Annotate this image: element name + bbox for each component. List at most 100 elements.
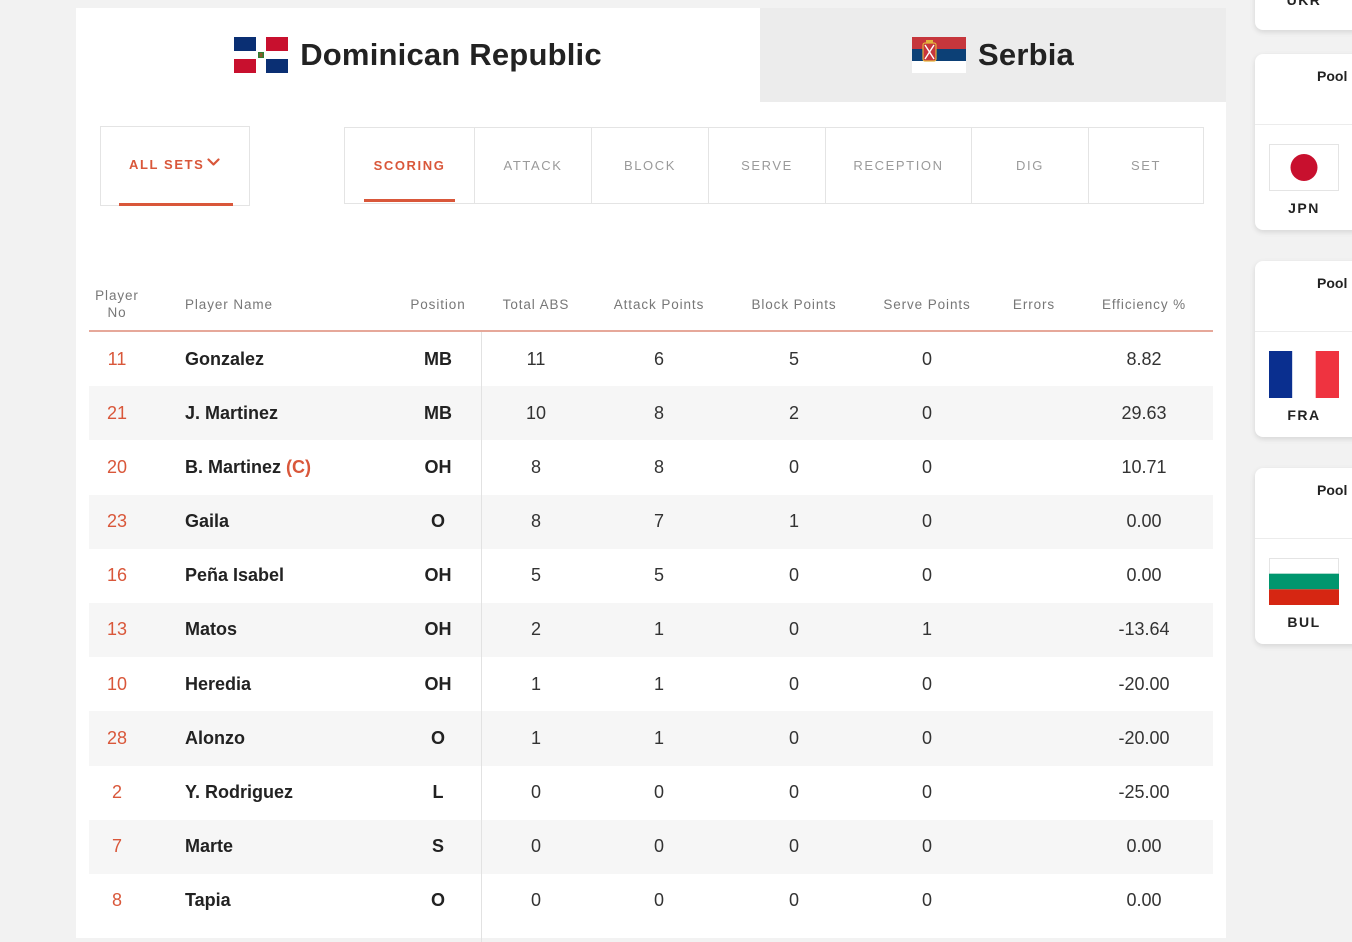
player-name-text: Marte (185, 836, 234, 857)
col-efficiency[interactable]: Efficiency % (1101, 296, 1187, 312)
col-total-abs[interactable]: Total ABS (502, 296, 570, 312)
player-no: 8 (111, 890, 122, 911)
serve-points-value: 0 (921, 565, 932, 586)
tab-scoring[interactable]: SCORING (345, 128, 475, 203)
errors-value (997, 549, 1071, 603)
col-player-no[interactable]: Player No (95, 288, 139, 320)
team-tab-serbia[interactable]: Serbia (760, 8, 1226, 102)
attack-points-value: 1 (653, 727, 664, 748)
player-name[interactable]: Y. Rodriguez (185, 766, 445, 820)
sets-filter-label: ALL SETS (129, 157, 205, 172)
tab-set[interactable]: SET (1130, 158, 1162, 173)
player-name[interactable]: Alonzo (185, 711, 445, 765)
player-no: 20 (106, 456, 128, 477)
table-row[interactable]: 23 Gaila O 8 7 1 0 0.00 (89, 494, 1213, 549)
table-row[interactable]: 16 Peña Isabel OH 5 5 0 0 0.00 (89, 549, 1213, 603)
errors-value (997, 332, 1071, 386)
team-code: BUL (1287, 614, 1321, 630)
player-no: 13 (106, 619, 128, 640)
serve-points-value: 0 (921, 511, 932, 532)
sets-filter-dropdown[interactable]: ALL SETS (100, 126, 250, 206)
block-points-value: 0 (788, 890, 799, 911)
team-tabs: Dominican Republic Serbia (76, 8, 1226, 102)
errors-value (997, 603, 1071, 657)
player-stats-table: 11 Gonzalez MB 11 6 5 0 8.82 21 J. Marti… (89, 332, 1213, 928)
serve-points-value: 0 (921, 348, 932, 369)
table-row[interactable]: 7 Marte S 0 0 0 0 0.00 (89, 819, 1213, 874)
col-block-points[interactable]: Block Points (751, 296, 837, 312)
table-row[interactable]: 8 Tapia O 0 0 0 0 0.00 (89, 874, 1213, 928)
serve-points-value: 0 (921, 402, 932, 423)
sticky-column-divider (481, 332, 482, 942)
player-position: O (430, 890, 445, 911)
side-match-card[interactable]: Pool JPN (1255, 54, 1352, 230)
player-name-text: Tapia (185, 890, 231, 911)
player-position: OH (424, 619, 452, 640)
player-name[interactable]: Marte (185, 820, 445, 874)
col-errors[interactable]: Errors (1012, 296, 1056, 312)
tab-attack[interactable]: ATTACK (475, 128, 592, 203)
player-name[interactable]: Gonzalez (185, 332, 445, 386)
player-name-text: Matos (185, 619, 238, 640)
player-name[interactable]: Matos (185, 603, 445, 657)
errors-value (997, 440, 1071, 494)
table-row[interactable]: 20 B. Martinez (C) OH 8 8 0 0 10.71 (89, 440, 1213, 494)
player-no: 28 (106, 727, 128, 748)
dominican-republic-flag-icon (234, 37, 289, 73)
sets-filter-underline (119, 203, 233, 206)
tab-block[interactable]: BLOCK (592, 128, 709, 203)
pool-label: Pool (1317, 275, 1348, 291)
total-abs-value: 10 (525, 402, 547, 423)
serve-points-value: 0 (921, 890, 932, 911)
attack-points-value: 5 (653, 565, 664, 586)
player-position: O (430, 511, 445, 532)
card-divider (1255, 538, 1352, 539)
player-name-text: Alonzo (185, 727, 245, 748)
captain-badge: (C) (286, 456, 312, 477)
side-match-card[interactable]: UKR (1255, 0, 1352, 30)
player-name[interactable]: Heredia (185, 657, 445, 711)
player-position: OH (424, 673, 452, 694)
tab-dig[interactable]: DIG (972, 128, 1089, 203)
errors-value (997, 820, 1071, 874)
player-name[interactable]: Tapia (185, 874, 445, 928)
efficiency-value: 8.82 (1126, 348, 1162, 369)
total-abs-value: 2 (530, 619, 541, 640)
player-position: MB (424, 348, 452, 369)
header-divider (89, 330, 1213, 332)
table-row[interactable]: 11 Gonzalez MB 11 6 5 0 8.82 (89, 332, 1213, 386)
team-tab-dominican-republic[interactable]: Dominican Republic (76, 8, 760, 102)
table-row[interactable]: 2 Y. Rodriguez L 0 0 0 0 -25.00 (89, 766, 1213, 820)
total-abs-value: 8 (530, 456, 541, 477)
table-row[interactable]: 28 Alonzo O 1 1 0 0 -20.00 (89, 711, 1213, 766)
chevron-down-icon (207, 158, 220, 166)
player-name-text: Heredia (185, 673, 252, 694)
side-match-card[interactable]: Pool BUL (1255, 468, 1352, 644)
efficiency-value: 29.63 (1121, 402, 1167, 423)
player-no: 7 (111, 836, 122, 857)
player-name[interactable]: Peña Isabel (185, 549, 445, 603)
tab-serve[interactable]: SERVE (709, 128, 826, 203)
col-player-name[interactable]: Player Name (185, 296, 273, 312)
errors-value (997, 495, 1071, 549)
player-name[interactable]: Gaila (185, 495, 445, 549)
pool-label: Pool (1317, 482, 1348, 498)
col-serve-points[interactable]: Serve Points (883, 296, 971, 312)
table-row[interactable]: 13 Matos OH 2 1 0 1 -13.64 (89, 602, 1213, 658)
table-row[interactable]: 10 Heredia OH 1 1 0 0 -20.00 (89, 657, 1213, 711)
efficiency-value: 10.71 (1121, 456, 1167, 477)
efficiency-value: 0.00 (1126, 890, 1162, 911)
col-attack-points[interactable]: Attack Points (613, 296, 705, 312)
table-row[interactable]: 21 J. Martinez MB 10 8 2 0 29.63 (89, 386, 1213, 441)
block-points-value: 0 (788, 456, 799, 477)
total-abs-value: 1 (530, 727, 541, 748)
col-position[interactable]: Position (410, 296, 466, 312)
side-match-card[interactable]: Pool FRA (1255, 261, 1352, 437)
errors-value (997, 766, 1071, 820)
player-no: 2 (111, 782, 122, 802)
tab-reception[interactable]: RECEPTION (826, 128, 972, 203)
player-name[interactable]: B. Martinez (C) (185, 440, 445, 494)
player-name[interactable]: J. Martinez (185, 386, 445, 440)
block-points-value: 5 (788, 348, 799, 369)
team-name: Dominican Republic (300, 37, 602, 72)
